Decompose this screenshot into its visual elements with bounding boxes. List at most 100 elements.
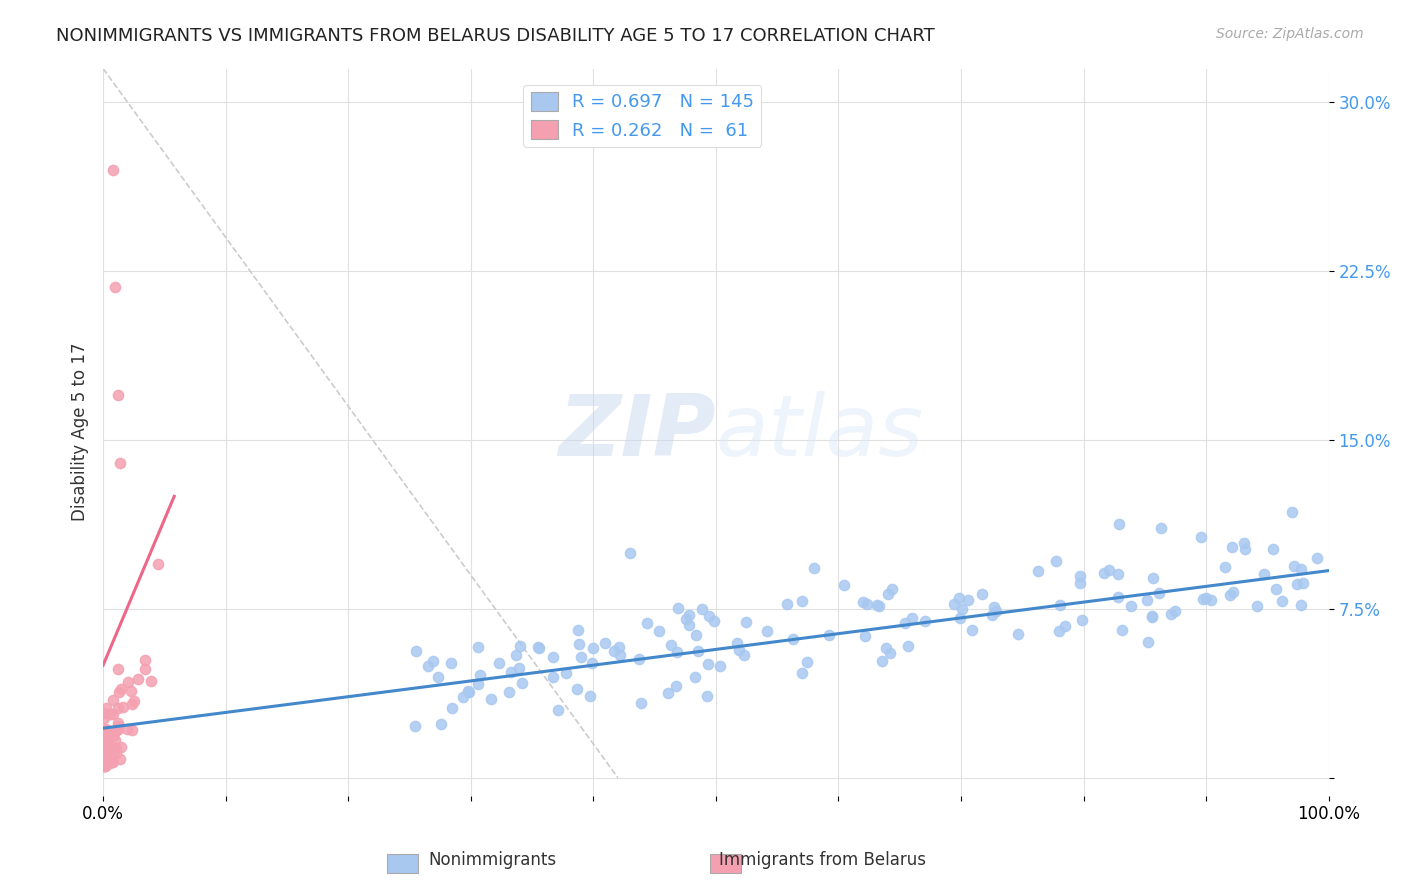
Point <box>508 661 530 675</box>
Point <box>451 690 474 705</box>
Point <box>609 648 631 663</box>
Point <box>665 679 688 693</box>
Point <box>94 701 117 715</box>
Point <box>526 640 548 655</box>
Point <box>105 746 128 760</box>
Point <box>960 623 983 637</box>
Point <box>467 640 489 655</box>
Point <box>1007 627 1029 641</box>
Point <box>581 656 603 670</box>
Point <box>1142 571 1164 585</box>
Point <box>868 599 890 613</box>
Point <box>422 654 444 668</box>
Point <box>1121 599 1143 613</box>
Point <box>870 654 893 668</box>
Point <box>569 650 592 665</box>
Point <box>1220 540 1243 554</box>
Point <box>104 741 127 756</box>
Point <box>666 601 689 615</box>
Point <box>703 615 725 629</box>
Text: NONIMMIGRANTS VS IMMIGRANTS FROM BELARUS DISABILITY AGE 5 TO 17 CORRELATION CHAR: NONIMMIGRANTS VS IMMIGRANTS FROM BELARUS… <box>56 27 935 45</box>
Point <box>1213 560 1236 574</box>
Point <box>499 665 522 680</box>
Point <box>855 598 877 612</box>
Point <box>510 676 533 690</box>
Point <box>675 612 697 626</box>
Point <box>948 591 970 606</box>
Point <box>776 598 799 612</box>
Point <box>696 689 718 703</box>
Point <box>107 388 129 402</box>
Point <box>725 636 748 650</box>
Point <box>457 683 479 698</box>
Point <box>1289 599 1312 613</box>
Point <box>134 663 156 677</box>
Point <box>100 739 122 754</box>
Text: Nonimmigrants: Nonimmigrants <box>427 851 557 869</box>
Point <box>735 615 758 629</box>
Point <box>547 703 569 717</box>
Point <box>98 748 121 763</box>
Point <box>1253 567 1275 582</box>
Point <box>897 639 920 653</box>
Point <box>98 707 121 722</box>
Point <box>94 759 117 773</box>
Point <box>914 614 936 628</box>
Point <box>93 711 115 725</box>
Point <box>582 640 605 655</box>
Point <box>685 670 707 684</box>
Point <box>790 665 813 680</box>
Point <box>659 638 682 652</box>
Point <box>509 640 531 654</box>
Point <box>97 742 120 756</box>
Point <box>134 653 156 667</box>
Point <box>1233 535 1256 549</box>
Point <box>803 561 825 575</box>
Point <box>101 752 124 766</box>
Point <box>853 629 876 643</box>
Point <box>627 652 650 666</box>
Point <box>94 724 117 739</box>
Point <box>755 624 778 639</box>
Point <box>1071 613 1094 627</box>
Point <box>93 739 115 754</box>
Point <box>488 656 510 670</box>
Point <box>93 731 115 745</box>
Point <box>876 587 898 601</box>
Point <box>1305 550 1327 565</box>
Point <box>1282 559 1305 574</box>
Point <box>568 637 591 651</box>
Point <box>1222 585 1244 599</box>
Point <box>148 557 170 571</box>
Point <box>107 663 129 677</box>
Point <box>1292 575 1315 590</box>
Point <box>98 756 121 771</box>
Point <box>1069 576 1091 591</box>
Point <box>950 601 973 615</box>
Point <box>578 689 600 703</box>
Point <box>796 655 818 669</box>
Point <box>120 684 142 698</box>
Point <box>1142 609 1164 624</box>
Point <box>93 759 115 773</box>
Point <box>110 739 132 754</box>
Point <box>980 607 1002 622</box>
Point <box>93 759 115 773</box>
Point <box>666 645 689 659</box>
Text: Immigrants from Belarus: Immigrants from Belarus <box>718 851 927 869</box>
Point <box>121 723 143 738</box>
Point <box>1069 569 1091 583</box>
Point <box>93 759 115 773</box>
Point <box>567 623 589 637</box>
Legend: R = 0.697   N = 145, R = 0.262   N =  61: R = 0.697 N = 145, R = 0.262 N = 61 <box>523 85 761 147</box>
Y-axis label: Disability Age 5 to 17: Disability Age 5 to 17 <box>72 343 89 522</box>
Point <box>1028 564 1050 578</box>
Point <box>782 632 804 646</box>
Point <box>1150 520 1173 534</box>
Point <box>602 643 624 657</box>
Point <box>1265 582 1288 597</box>
Point <box>430 716 453 731</box>
Point <box>943 597 966 611</box>
Point <box>107 715 129 730</box>
Point <box>93 757 115 772</box>
